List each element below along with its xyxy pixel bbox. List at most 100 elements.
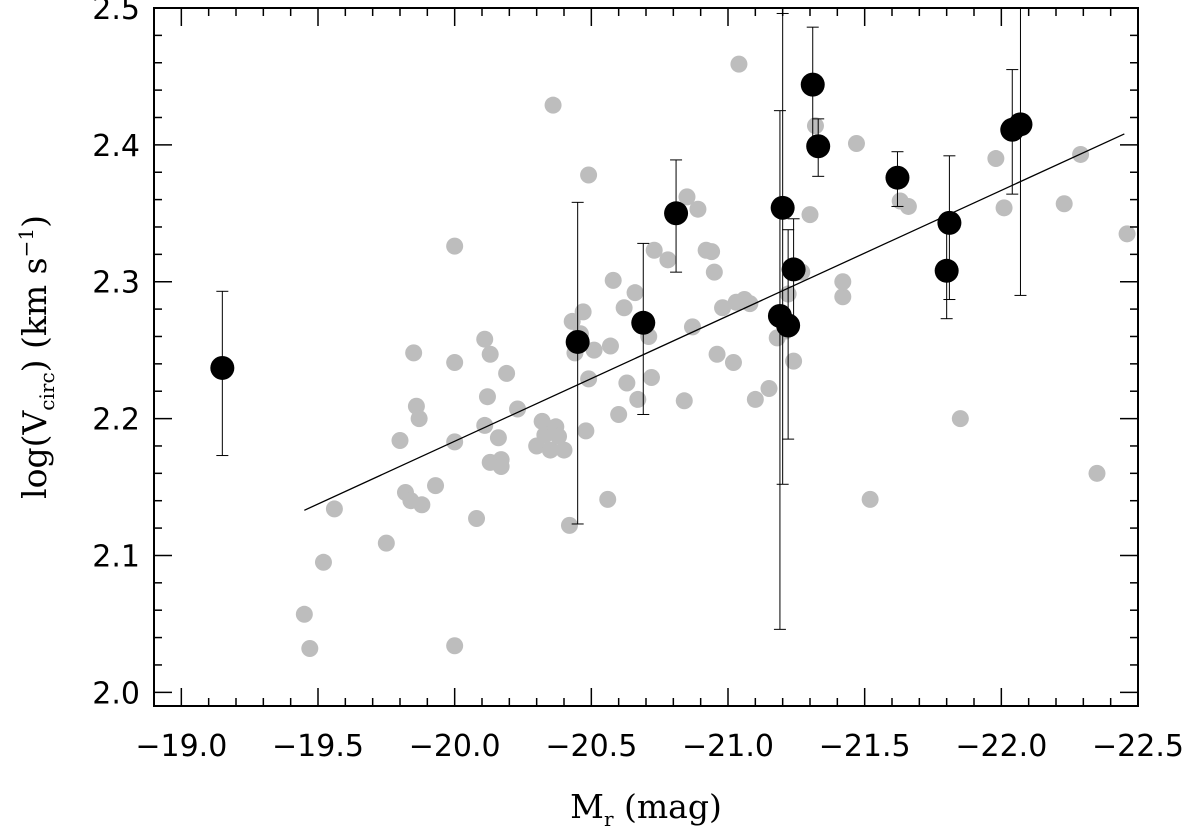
gray-data-point [847, 134, 865, 152]
gray-data-point [618, 374, 636, 392]
gray-data-point [683, 318, 701, 336]
gray-data-point [705, 263, 723, 281]
gray-data-point [550, 427, 568, 445]
x-tick-label: −19.0 [135, 729, 227, 764]
gray-data-point [951, 410, 969, 428]
gray-data-point [427, 477, 445, 495]
gray-data-point [678, 188, 696, 206]
gray-points-layer [295, 55, 1136, 658]
gray-data-point [714, 299, 732, 317]
gray-data-point [476, 330, 494, 348]
x-tick-label: −20.0 [409, 729, 501, 764]
gray-data-point [544, 96, 562, 114]
gray-data-point [580, 370, 598, 388]
y-tick-label: 2.3 [92, 266, 140, 301]
gray-data-point [391, 431, 409, 449]
black-data-point [664, 201, 689, 226]
gray-data-point [801, 206, 819, 224]
gray-data-point [604, 271, 622, 289]
y-tick-label: 2.4 [92, 129, 140, 164]
gray-data-point [410, 410, 428, 428]
gray-data-point [834, 288, 852, 306]
black-data-point [937, 210, 962, 235]
gray-data-point [1118, 225, 1136, 243]
gray-data-point [899, 197, 917, 215]
black-data-point [210, 355, 235, 380]
gray-data-point [481, 345, 499, 363]
gray-data-point [405, 344, 423, 362]
black-data-point [800, 72, 825, 97]
y-tick-label: 2.2 [92, 403, 140, 438]
gray-data-point [585, 341, 603, 359]
gray-data-point [325, 500, 343, 518]
gray-data-point [577, 422, 595, 440]
black-data-point [885, 165, 910, 190]
gray-data-point [626, 284, 644, 302]
black-data-point [1008, 112, 1033, 137]
gray-data-point [541, 441, 559, 459]
gray-data-point [478, 388, 496, 406]
gray-data-point [533, 412, 551, 430]
fit-line-layer [304, 133, 1125, 511]
gray-data-point [413, 496, 431, 514]
gray-data-point [599, 490, 617, 508]
x-axis-label: Mr (mag) [570, 787, 722, 828]
gray-data-point [708, 345, 726, 363]
x-tick-label: −22.5 [1092, 729, 1184, 764]
gray-data-point [446, 637, 464, 655]
gray-data-point [468, 509, 486, 527]
x-tick-label: −22.0 [955, 729, 1047, 764]
gray-data-point [724, 353, 742, 371]
black-data-point [770, 195, 795, 220]
black-points-layer [210, 8, 1033, 630]
gray-data-point [642, 369, 660, 387]
gray-data-point [995, 199, 1013, 217]
gray-data-point [730, 55, 748, 73]
gray-data-point [785, 352, 803, 370]
x-tick-label: −19.5 [272, 729, 364, 764]
gray-data-point [659, 251, 677, 269]
gray-data-point [580, 166, 598, 184]
gray-data-point [834, 273, 852, 291]
x-tick-label: −20.5 [545, 729, 637, 764]
black-data-point [806, 134, 831, 159]
gray-data-point [1088, 464, 1106, 482]
black-data-point [776, 313, 801, 338]
gray-data-point [301, 640, 319, 658]
x-tick-label: −21.5 [819, 729, 911, 764]
gray-data-point [806, 117, 824, 135]
black-data-point [934, 258, 959, 283]
gray-data-point [703, 243, 721, 261]
gray-data-point [446, 353, 464, 371]
y-axis-label: log(Vcirc) (km s−1) [14, 215, 59, 499]
fit-line [304, 133, 1125, 511]
gray-data-point [601, 337, 619, 355]
gray-data-point [509, 400, 527, 418]
black-data-point [631, 310, 656, 335]
gray-data-point [563, 312, 581, 330]
gray-data-point [574, 303, 592, 321]
gray-data-point [498, 364, 516, 382]
gray-data-point [560, 516, 578, 534]
gray-data-point [489, 429, 507, 447]
axis-ticks [154, 7, 1139, 706]
gray-data-point [377, 534, 395, 552]
gray-data-point [987, 150, 1005, 168]
black-data-point [781, 257, 806, 282]
gray-data-point [689, 200, 707, 218]
gray-data-point [746, 390, 764, 408]
gray-data-point [610, 405, 628, 423]
gray-data-point [492, 457, 510, 475]
plot-frame [153, 7, 1139, 707]
gray-data-point [760, 379, 778, 397]
y-tick-label: 2.0 [92, 676, 140, 711]
gray-data-point [629, 390, 647, 408]
y-tick-label: 2.5 [92, 0, 140, 27]
gray-data-point [295, 605, 313, 623]
gray-data-point [446, 237, 464, 255]
black-data-point [565, 329, 590, 354]
y-tick-label: 2.1 [92, 539, 140, 574]
x-tick-label: −21.0 [682, 729, 774, 764]
gray-data-point [645, 241, 663, 259]
